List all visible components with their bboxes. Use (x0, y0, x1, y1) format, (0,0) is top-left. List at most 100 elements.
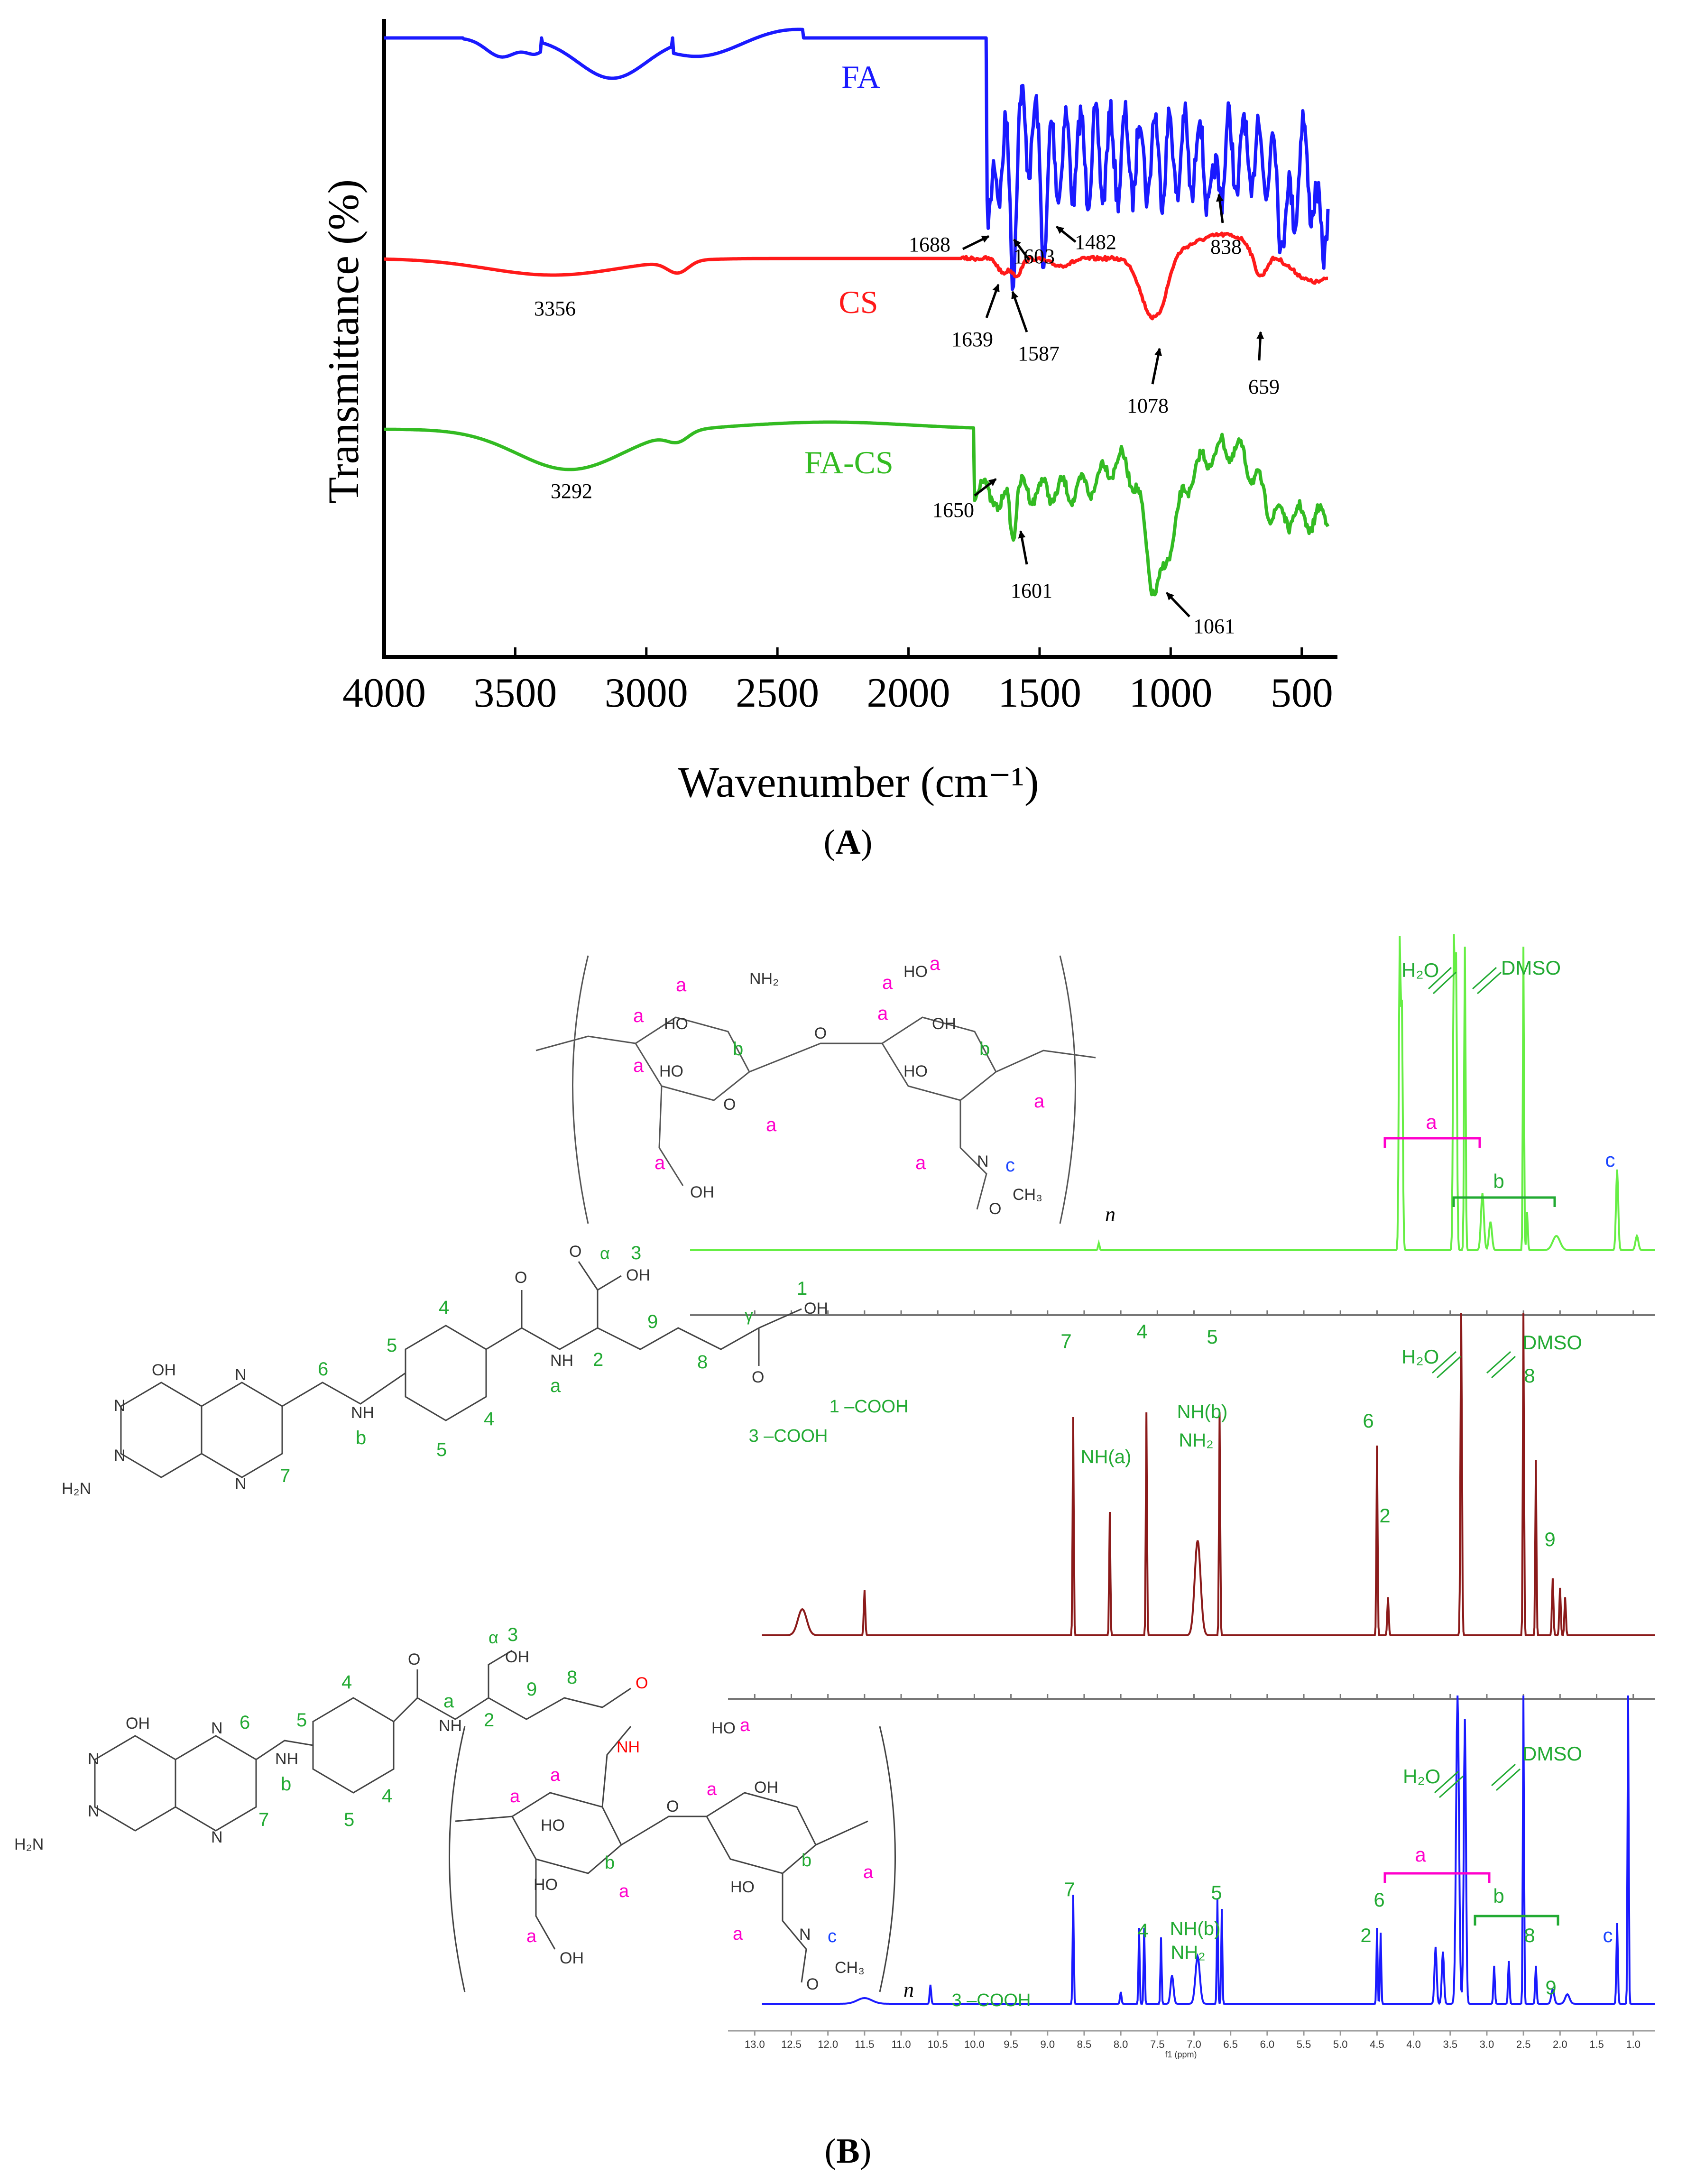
peak-label-838: 838 (1210, 235, 1242, 258)
nmr-facs-4-label: 4 (1137, 1919, 1148, 1942)
peak-arrow-1078 (1151, 348, 1162, 385)
nmr-x-tick-label: 8.5 (1077, 2038, 1092, 2050)
peak-arrow-1061 (1166, 592, 1190, 617)
nmr-fa-6-label: 6 (1363, 1410, 1373, 1432)
folate-num-4a: 4 (439, 1297, 449, 1318)
facs-n-1: N (88, 1750, 100, 1768)
facs-cs-label-a5: a (707, 1779, 717, 1799)
ftir-x-tick-label: 2500 (736, 670, 819, 716)
facs-cs-label-a4: a (526, 1926, 537, 1946)
chitosan-label-a6: a (930, 953, 940, 974)
facs-pteridine-ring-2 (175, 1735, 257, 1832)
nmr-x-tick-label: 1.5 (1589, 2038, 1604, 2050)
folate-benzene-ring (405, 1325, 487, 1421)
facs-cs-label-a2: a (510, 1787, 520, 1806)
nmr-x-tick-label: 3.0 (1480, 2038, 1494, 2050)
chitosan-ho-1: HO (664, 1015, 688, 1033)
facs-num-7: 7 (258, 1809, 269, 1830)
folate-amide-bond (486, 1290, 759, 1350)
nmr-facs-9-label: 9 (1545, 1976, 1556, 1999)
nmr-facs-6-label: 6 (1373, 1889, 1384, 1911)
peak-arrow-1639 (985, 284, 1000, 318)
nmr-x-tick-label: 12.0 (818, 2038, 838, 2050)
chitosan-nh2: NH₂ (749, 970, 779, 988)
nmr-x-tick-label: 1.0 (1626, 2038, 1641, 2050)
chitosan-nhac-bond (959, 1100, 987, 1210)
chitosan-label-a9: a (915, 1152, 926, 1173)
nmr-facs-8-label: 8 (1524, 1924, 1535, 1946)
nmr-x-tick-label: 11.0 (891, 2038, 911, 2050)
facs-nh-conj: NH (617, 1738, 640, 1756)
nmr-facs-break-h2o-1 (1434, 1770, 1459, 1794)
folate-n-2: N (114, 1447, 126, 1465)
chitosan-label-a8: a (1034, 1091, 1045, 1112)
facs-o-amide: O (408, 1650, 420, 1668)
chitosan-o-3: O (989, 1200, 1001, 1218)
nmr-fa-9-label: 9 (1544, 1528, 1555, 1550)
ftir-x-tick-label: 500 (1271, 670, 1333, 716)
chitosan-oh-1: OH (690, 1183, 714, 1201)
nmr-fa-break-dmso-1 (1486, 1351, 1512, 1374)
facs-cs-ch3: CH₃ (835, 1959, 865, 1977)
nmr-fa-2-label: 2 (1379, 1504, 1390, 1527)
facs-n-2: N (88, 1802, 100, 1820)
nmr-fa-1cooh-label: 1 –COOH (830, 1397, 909, 1417)
nmr-facs-5-label: 5 (1211, 1881, 1222, 1904)
nmr-facs-h2o-label: H₂O (1403, 1765, 1440, 1788)
ftir-y-axis-label: Transmittance (%) (319, 179, 368, 504)
nmr-fa-8-label: 8 (1524, 1364, 1535, 1387)
nmr-cs-break-h2o-2 (1432, 971, 1457, 995)
folate-n-3: N (235, 1366, 247, 1384)
folic-acid-structure (120, 1261, 802, 1478)
nmr-x-tick-label: 6.0 (1260, 2038, 1275, 2050)
folate-oh-alpha: OH (626, 1266, 650, 1284)
ftir-legend-cs: CS (839, 284, 878, 320)
chitosan-label-a1: a (676, 975, 687, 995)
peak-label-659: 659 (1248, 375, 1280, 398)
peak-arrow-1587 (1011, 291, 1028, 332)
facs-cs-label-b2: b (802, 1851, 811, 1871)
chitosan-end-left (535, 1035, 636, 1051)
chitosan-label-a5: a (882, 972, 893, 993)
nmr-fa-break-h2o-2 (1436, 1355, 1462, 1379)
facs-o-conj: O (636, 1674, 648, 1692)
folate-num-1: 1 (797, 1278, 807, 1299)
folate-label-gamma: γ (745, 1305, 753, 1325)
facs-cs-label-a6: a (740, 1715, 750, 1735)
facs-num-3: 3 (507, 1624, 518, 1645)
peak-label-1587: 1587 (1018, 342, 1060, 365)
facs-cs-label-a1: a (550, 1765, 561, 1785)
nmr-fa-nhb-label: NH(b) (1177, 1401, 1228, 1422)
facs-num-4b: 4 (382, 1786, 392, 1806)
panel-label-a: (A) (824, 823, 873, 862)
nmr-x-tick-label: 12.5 (781, 2038, 802, 2050)
panel-label-b: (B) (825, 2132, 872, 2171)
chitosan-label-a2: a (633, 1005, 644, 1026)
nmr-cs-h2o-label: H₂O (1401, 959, 1439, 981)
ftir-legend-fa: FA (841, 59, 880, 95)
facs-label-b: b (281, 1774, 291, 1795)
nmr-x-tick-label: 7.0 (1187, 2038, 1201, 2050)
facs-pteridine-ring-1 (94, 1735, 176, 1832)
facs-num-2: 2 (484, 1710, 494, 1731)
facs-label-alpha: α (489, 1628, 498, 1647)
folate-num-9: 9 (647, 1311, 658, 1332)
facs-n-4: N (211, 1828, 223, 1846)
facs-linker (256, 1650, 631, 1760)
peak-arrow-1603 (1013, 239, 1031, 261)
nmr-x-tick-label: 10.5 (928, 2038, 948, 2050)
nmr-x-tick-label: 2.5 (1516, 2038, 1531, 2050)
peak-arrow-1650 (974, 478, 997, 497)
nmr-facs-nh2-label: NH₂ (1171, 1942, 1205, 1963)
ftir-panel: 4000 3500 3000 2500 2000 1500 1000 500 Transmit… (319, 19, 1337, 862)
chitosan-structure (535, 955, 1096, 1224)
nmr-series-cs-line (690, 934, 1655, 1251)
facs-cs-o-1: O (666, 1797, 679, 1815)
nmr-x-tick-label: 9.5 (1004, 2038, 1018, 2050)
peak-arrow-659 (1256, 331, 1264, 361)
facs-num-6: 6 (240, 1712, 250, 1733)
nmr-facs-dmso-label: DMSO (1522, 1742, 1582, 1765)
chitosan-n-subscript: n (1105, 1203, 1115, 1226)
folate-num-8: 8 (697, 1352, 708, 1373)
nmr-x-tick-label: 5.0 (1333, 2038, 1348, 2050)
